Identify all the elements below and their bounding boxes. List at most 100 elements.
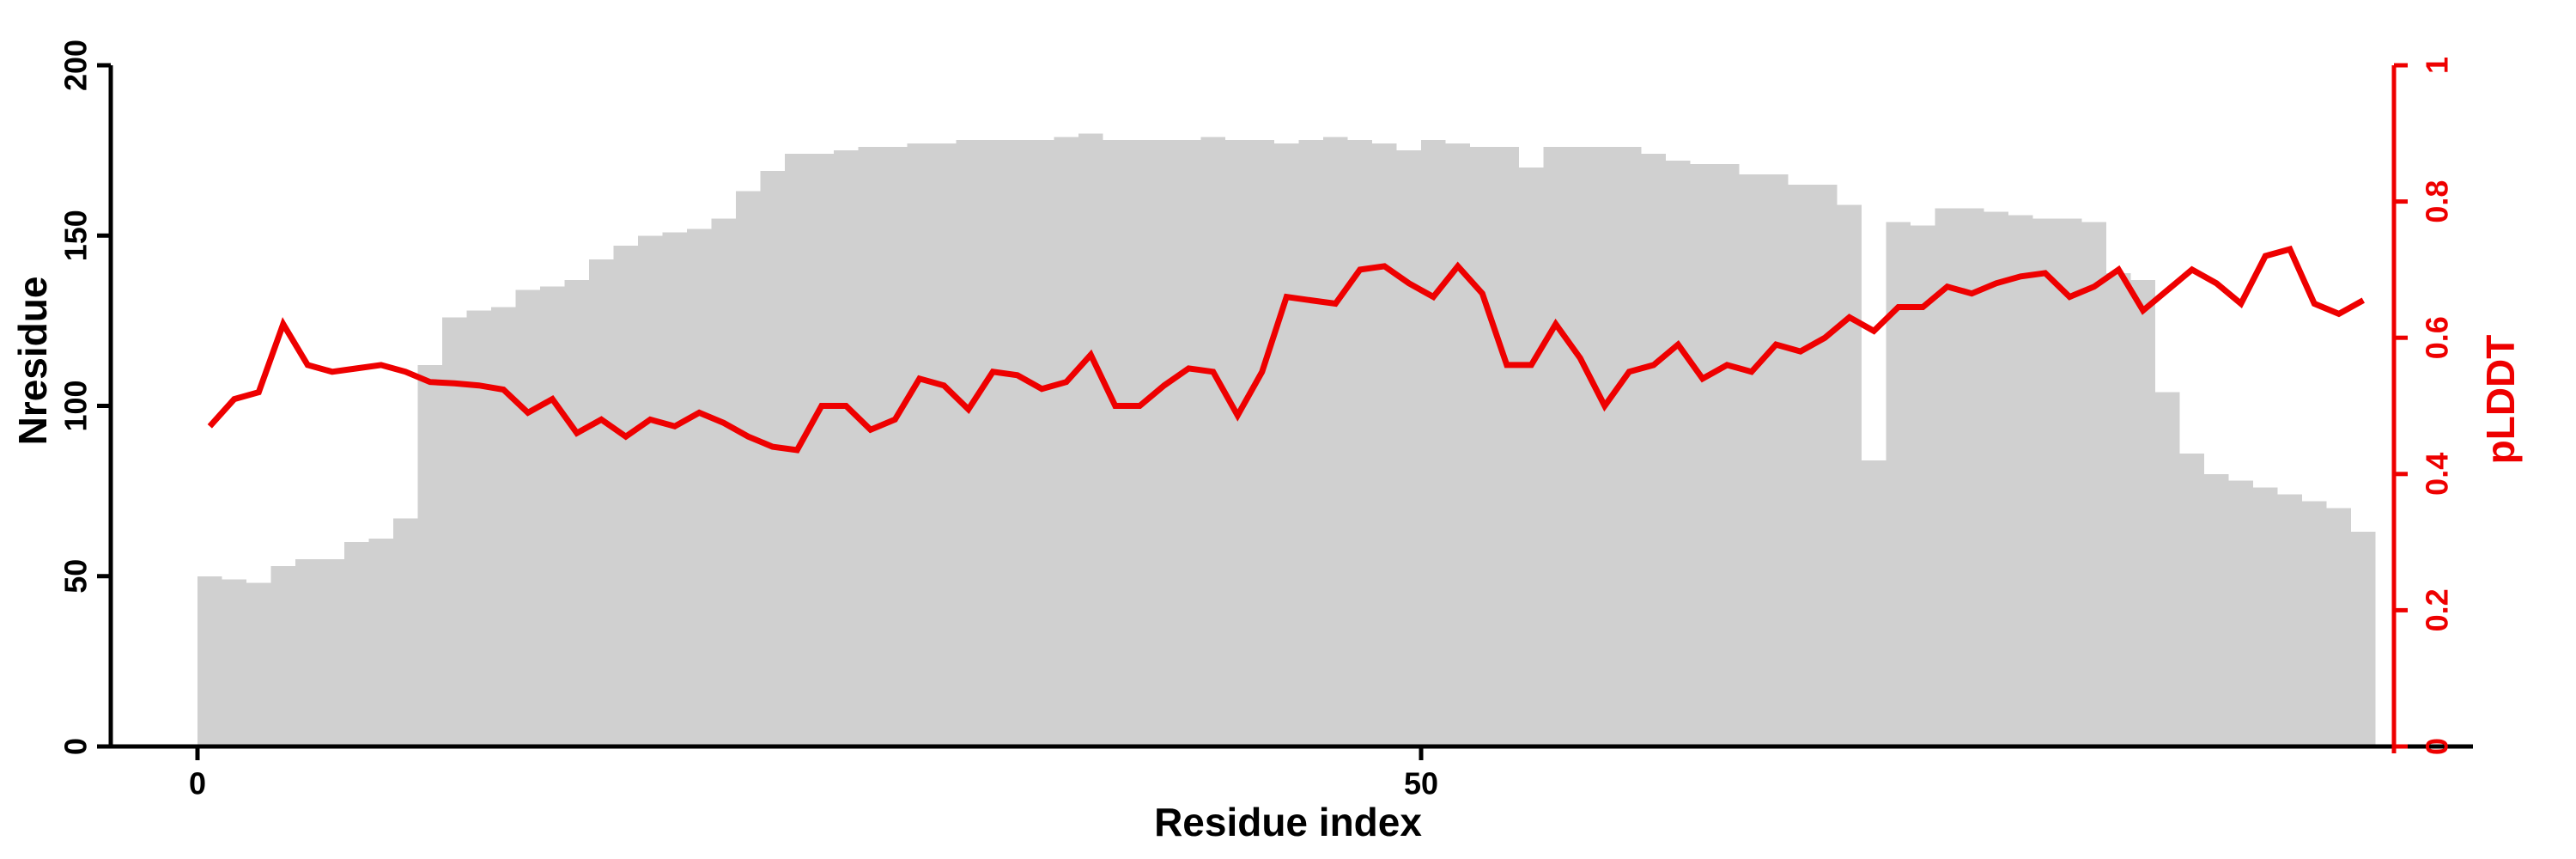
bar xyxy=(1886,222,1911,746)
bar xyxy=(2302,501,2327,746)
bar xyxy=(368,539,393,746)
x-tick-label: 0 xyxy=(189,766,206,801)
bar xyxy=(2277,494,2302,746)
bar xyxy=(319,558,344,746)
bar xyxy=(1249,140,1274,747)
y-right-tick-label: 0.8 xyxy=(2420,180,2455,223)
right-axis-title: pLDDT xyxy=(2478,334,2523,465)
bar xyxy=(1274,143,1299,746)
bar xyxy=(222,579,246,746)
bar xyxy=(1030,140,1054,747)
bar xyxy=(1103,140,1127,747)
bar xyxy=(956,140,981,747)
y-left-tick-label: 150 xyxy=(58,210,94,261)
bar xyxy=(2130,279,2155,746)
bar xyxy=(932,143,957,746)
y-right-tick-label: 0.4 xyxy=(2420,453,2455,496)
bar xyxy=(1862,460,1886,746)
bar xyxy=(491,307,516,746)
bar xyxy=(1617,147,1642,746)
x-tick-label: 50 xyxy=(1404,766,1438,801)
bar xyxy=(2155,392,2180,746)
bar xyxy=(1568,147,1593,746)
left-axis-title: Nresidue xyxy=(10,276,55,446)
bar xyxy=(442,317,467,746)
bar xyxy=(1176,140,1201,747)
bar xyxy=(1323,137,1348,746)
bar xyxy=(1813,184,1838,746)
bar xyxy=(1078,133,1103,747)
bar xyxy=(1127,140,1152,747)
bar xyxy=(736,191,761,746)
bar xyxy=(540,286,565,747)
bar xyxy=(2106,272,2131,746)
bar xyxy=(638,235,663,746)
bar xyxy=(1421,140,1446,747)
bar xyxy=(1470,147,1495,746)
y-left-tick-label: 0 xyxy=(58,738,94,755)
bar xyxy=(1739,174,1764,746)
bar xyxy=(270,565,295,746)
bar xyxy=(295,558,320,746)
bar xyxy=(1494,147,1519,746)
bar xyxy=(1666,161,1691,746)
bar xyxy=(1151,140,1176,747)
bar xyxy=(1592,147,1617,746)
bar xyxy=(515,289,540,746)
bar xyxy=(1054,137,1078,746)
bar xyxy=(662,232,687,746)
bar xyxy=(1005,140,1030,747)
bar xyxy=(858,147,883,746)
bar xyxy=(687,228,712,746)
bar xyxy=(1372,143,1397,746)
bar xyxy=(564,279,589,746)
bar xyxy=(2081,222,2106,746)
bar xyxy=(711,218,736,747)
bar xyxy=(2008,215,2033,746)
bar xyxy=(1715,163,1740,747)
bar xyxy=(613,246,638,746)
bar xyxy=(2204,473,2229,746)
bar xyxy=(2326,508,2351,746)
bar xyxy=(1788,184,1813,746)
y-left-tick-label: 100 xyxy=(58,380,94,431)
bar xyxy=(907,143,932,746)
bar xyxy=(2032,218,2057,747)
bar xyxy=(1764,174,1789,746)
bar xyxy=(589,259,614,746)
plddt-line xyxy=(207,245,2365,454)
bar xyxy=(1543,147,1568,746)
y-left-tick-label: 50 xyxy=(58,559,94,594)
bar xyxy=(197,576,222,746)
bar xyxy=(2228,480,2253,746)
bar xyxy=(1445,143,1470,746)
bar xyxy=(809,154,834,747)
y-left-tick-label: 200 xyxy=(58,40,94,91)
bar xyxy=(466,310,491,746)
bar xyxy=(1837,204,1862,746)
bar xyxy=(1935,208,1959,746)
bar xyxy=(246,582,271,746)
bar xyxy=(1347,140,1372,747)
bar xyxy=(1298,140,1323,747)
bar xyxy=(2253,487,2278,746)
bar xyxy=(1396,150,1421,746)
bar xyxy=(1959,208,1984,746)
y-right-tick-label: 0.2 xyxy=(2420,588,2455,631)
bar xyxy=(393,518,418,746)
x-axis-title: Residue index xyxy=(1154,800,1422,844)
bar xyxy=(981,140,1005,747)
bar xyxy=(760,170,785,747)
bar xyxy=(1641,154,1666,747)
bar xyxy=(1519,167,1544,746)
bar xyxy=(1690,163,1715,747)
bar xyxy=(834,150,859,746)
bar xyxy=(1225,140,1250,747)
bar xyxy=(1911,225,1935,747)
y-right-tick-label: 0.6 xyxy=(2420,316,2455,359)
bar xyxy=(883,147,908,746)
bar xyxy=(2057,218,2082,747)
bar xyxy=(417,364,442,746)
